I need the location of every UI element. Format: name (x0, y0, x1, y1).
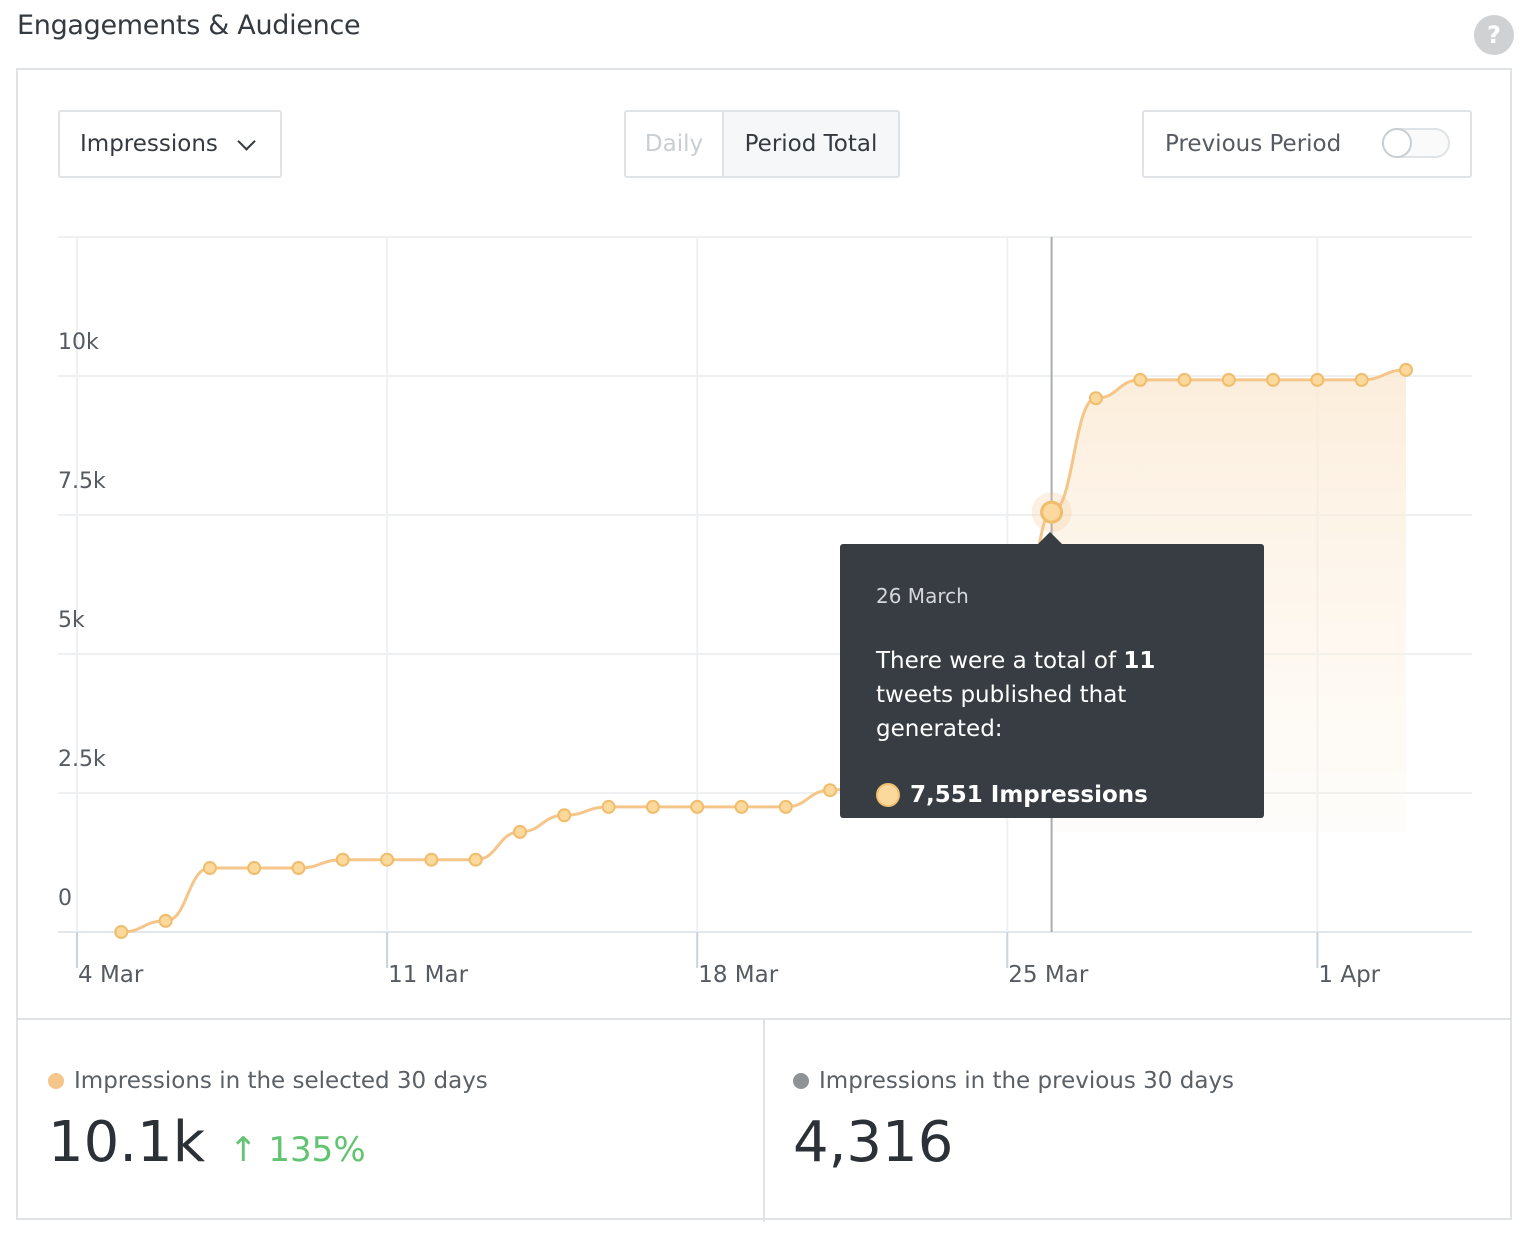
data-point[interactable] (1310, 372, 1325, 387)
metric-dropdown[interactable]: Impressions (58, 110, 282, 178)
orange-dot-icon (48, 1073, 64, 1089)
tooltip-count: 11 (1123, 648, 1156, 674)
metric-dropdown-value: Impressions (80, 131, 218, 157)
data-point[interactable] (424, 852, 439, 867)
y-tick-label: 5k (58, 608, 85, 633)
y-tick-label: 2.5k (58, 747, 106, 772)
x-tick-label: 1 Apr (1318, 962, 1380, 988)
impressions-chart: 0 2.5k 5k 7.5k 10k 4 Mar 11 Mar 18 Mar 25 Mar 1 A… (58, 236, 1472, 988)
x-tick-label: 18 Mar (698, 962, 779, 988)
data-point[interactable] (247, 861, 262, 876)
previous-period-summary: Impressions in the previous 30 days 4,31… (763, 1020, 1512, 1222)
summary-footer: Impressions in the selected 30 days 10.1… (16, 1018, 1512, 1222)
y-tick-label: 7.5k (58, 469, 106, 494)
previous-period-control: Previous Period (1142, 110, 1472, 178)
selected-period-value: 10.1k (48, 1110, 206, 1175)
toggle-knob (1382, 128, 1412, 158)
data-point[interactable] (380, 852, 395, 867)
data-point[interactable] (1354, 372, 1369, 387)
data-point[interactable] (335, 852, 350, 867)
data-point[interactable] (1399, 362, 1413, 377)
tooltip-text-after: tweets published that generated: (876, 682, 1127, 742)
tooltip: 26 March There were a total of 11 tweets… (840, 532, 1264, 818)
data-point[interactable] (468, 852, 483, 867)
tab-period-total[interactable]: Period Total (724, 112, 898, 176)
selected-period-summary: Impressions in the selected 30 days 10.1… (16, 1020, 763, 1222)
gray-dot-icon (793, 1073, 809, 1089)
previous-period-value: 4,316 (793, 1110, 954, 1175)
data-point[interactable] (513, 824, 527, 839)
data-point[interactable] (1088, 391, 1103, 406)
tooltip-value-row: 7,551 Impressions (876, 782, 1228, 808)
series-dot-icon (876, 783, 900, 807)
x-tick-label: 4 Mar (78, 962, 144, 988)
data-point[interactable] (1133, 372, 1148, 387)
data-point[interactable] (557, 808, 572, 823)
tab-daily[interactable]: Daily (626, 112, 724, 176)
data-point[interactable] (158, 913, 173, 928)
tooltip-text: There were a total of 11 tweets publishe… (876, 644, 1228, 746)
data-point[interactable] (690, 799, 705, 814)
data-point[interactable] (734, 799, 749, 814)
previous-period-label-text: Impressions in the previous 30 days (819, 1068, 1235, 1094)
data-point[interactable] (1266, 372, 1281, 387)
previous-period-toggle[interactable] (1382, 128, 1450, 158)
previous-period-label: Previous Period (1165, 131, 1342, 157)
data-point[interactable] (778, 799, 793, 814)
section-title: Engagements & Audience (17, 10, 361, 41)
y-tick-label: 0 (58, 886, 72, 911)
data-point[interactable] (1221, 372, 1236, 387)
data-point[interactable] (645, 799, 660, 814)
data-point[interactable] (202, 861, 217, 876)
selected-period-label: Impressions in the selected 30 days (74, 1068, 488, 1094)
tooltip-value: 7,551 Impressions (910, 782, 1148, 808)
data-point[interactable] (291, 861, 306, 876)
y-tick-label: 10k (58, 330, 99, 355)
change-percentage: ↑ 135% (229, 1130, 366, 1170)
view-toggle: Daily Period Total (624, 110, 900, 178)
tooltip-text-before: There were a total of (876, 648, 1124, 674)
x-tick-label: 11 Mar (388, 962, 469, 988)
data-point[interactable] (601, 799, 616, 814)
data-point-highlighted[interactable] (1040, 500, 1064, 524)
tooltip-date: 26 March (876, 584, 969, 608)
data-point[interactable] (1177, 372, 1192, 387)
data-point[interactable] (823, 783, 838, 798)
help-icon[interactable]: ? (1474, 15, 1514, 55)
x-tick-label: 25 Mar (1008, 962, 1089, 988)
data-point[interactable] (114, 925, 129, 939)
